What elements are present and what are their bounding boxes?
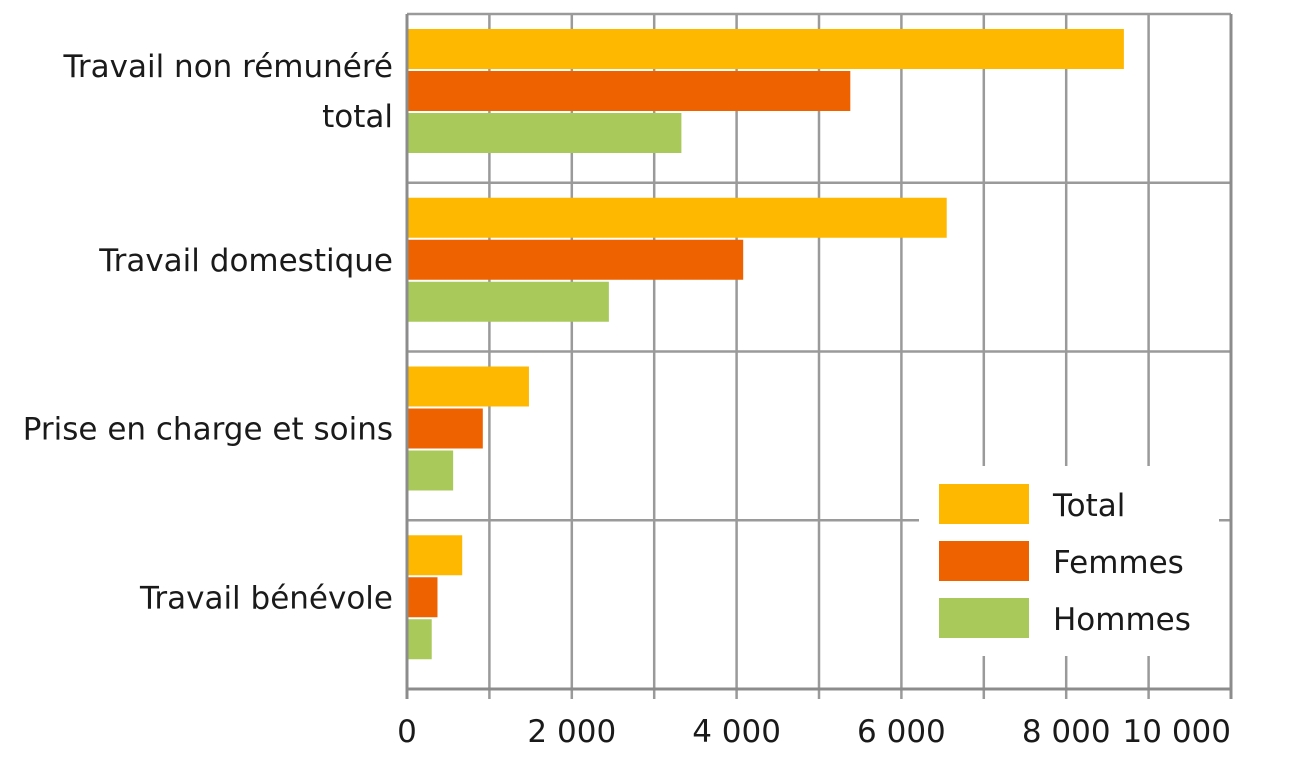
bar [407, 366, 529, 407]
legend-swatch [939, 484, 1029, 524]
legend-label: Total [1052, 488, 1125, 524]
category-label: Prise en charge et soins [23, 412, 393, 448]
bar [407, 197, 947, 238]
category-label: total [322, 99, 393, 135]
x-tick-label: 0 [397, 714, 417, 750]
bar [407, 29, 1124, 69]
category-label: Travail non rémunéré [63, 49, 394, 85]
bar [407, 281, 609, 322]
legend-swatch [939, 541, 1029, 581]
bar [407, 450, 454, 491]
bar [407, 577, 438, 618]
legend-label: Femmes [1053, 545, 1184, 581]
bar [407, 408, 483, 449]
bar [407, 619, 432, 660]
category-labels: Travail non rémunéré total Travail domesti… [23, 49, 393, 616]
bar [407, 113, 682, 153]
x-tick-label: 2 000 [527, 714, 616, 750]
x-tick-label: 10 000 [1123, 714, 1231, 750]
bars [407, 29, 1124, 660]
x-tick-label: 8 000 [1022, 714, 1111, 750]
category-label: Travail domestique [98, 243, 393, 279]
x-tick-labels: 0 2 000 4 000 6 000 8 000 10 000 [397, 714, 1231, 750]
bar [407, 535, 463, 576]
legend: Total Femmes Hommes [919, 466, 1219, 656]
bar [407, 239, 744, 280]
category-label: Travail bénévole [139, 580, 393, 616]
x-tick-label: 6 000 [857, 714, 946, 750]
axes [405, 14, 1233, 699]
bar [407, 71, 851, 111]
x-tick-label: 4 000 [692, 714, 781, 750]
legend-swatch [939, 598, 1029, 638]
legend-label: Hommes [1053, 602, 1191, 638]
